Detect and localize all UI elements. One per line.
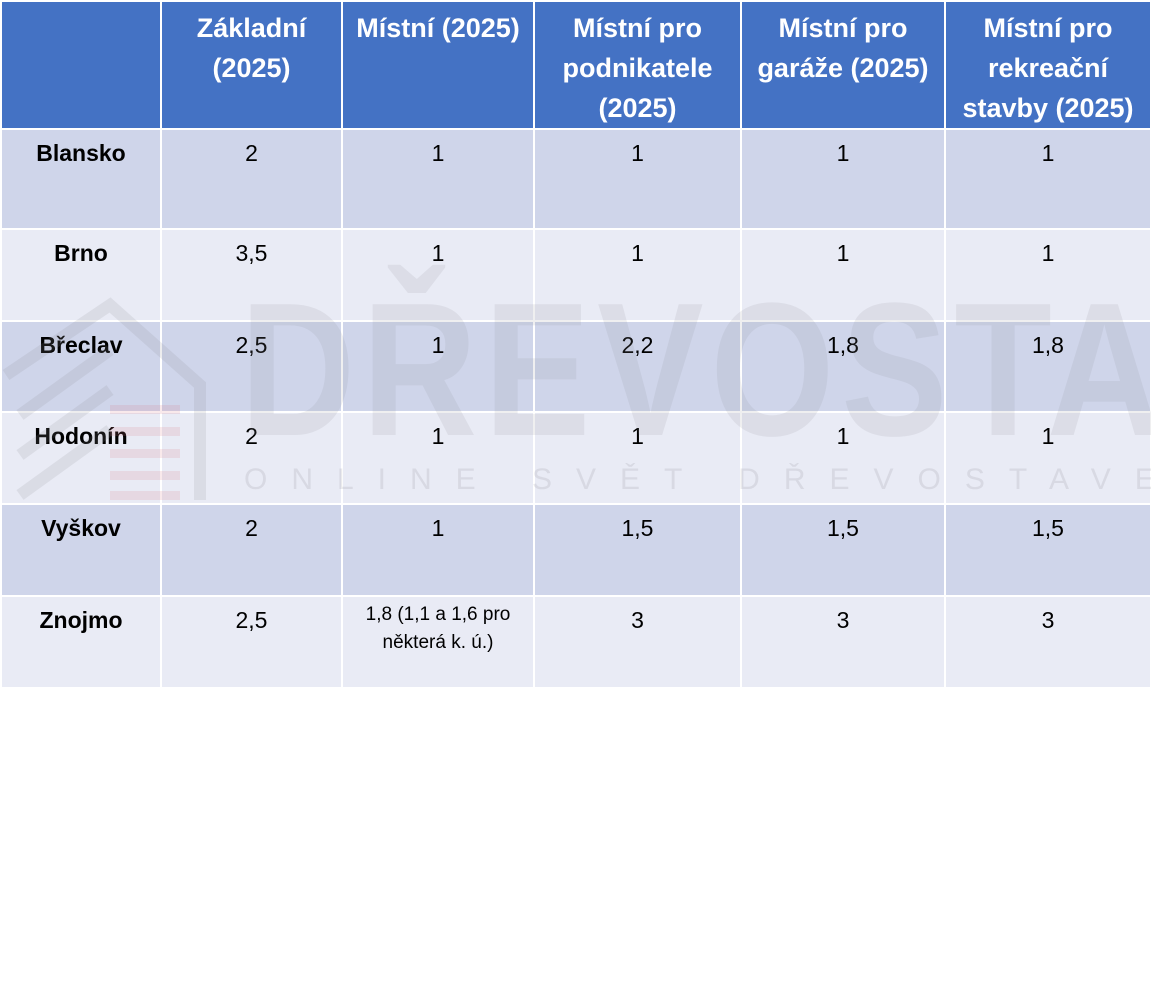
header-cell-podnikatele: Místní pro podnikatele (2025) bbox=[533, 0, 742, 130]
row-header-city: Vyškov bbox=[0, 503, 162, 597]
row-header-city: Hodonín bbox=[0, 411, 162, 505]
table-cell: 1,8 bbox=[740, 320, 946, 413]
header-cell-garaze: Místní pro garáže (2025) bbox=[740, 0, 946, 130]
table-cell: 1 bbox=[740, 411, 946, 505]
table-cell: 1,8 bbox=[944, 320, 1151, 413]
table-row: Znojmo 2,5 1,8 (1,1 a 1,6 pro některá k.… bbox=[0, 595, 1151, 689]
table-cell: 2,5 bbox=[160, 320, 343, 413]
table-cell: 2,5 bbox=[160, 595, 343, 689]
table-cell: 3 bbox=[740, 595, 946, 689]
table-cell: 1 bbox=[533, 228, 742, 322]
coefficient-table: Základní (2025) Místní (2025) Místní pro… bbox=[0, 0, 1151, 689]
table-cell: 3 bbox=[533, 595, 742, 689]
table-cell: 1 bbox=[533, 411, 742, 505]
header-cell-zakladni: Základní (2025) bbox=[160, 0, 343, 130]
header-cell-empty bbox=[0, 0, 162, 130]
table-cell: 1 bbox=[944, 411, 1151, 505]
table-cell: 1 bbox=[341, 320, 535, 413]
table-row: Vyškov 2 1 1,5 1,5 1,5 bbox=[0, 503, 1151, 597]
table-cell: 2,2 bbox=[533, 320, 742, 413]
table-cell: 2 bbox=[160, 128, 343, 230]
header-cell-mistni: Místní (2025) bbox=[341, 0, 535, 130]
table-row: Blansko 2 1 1 1 1 bbox=[0, 128, 1151, 230]
table-cell: 1,5 bbox=[533, 503, 742, 597]
table-cell: 1 bbox=[533, 128, 742, 230]
table-cell: 1 bbox=[341, 128, 535, 230]
table-cell: 2 bbox=[160, 411, 343, 505]
row-header-city: Blansko bbox=[0, 128, 162, 230]
table-cell: 1 bbox=[944, 228, 1151, 322]
table-cell: 1 bbox=[341, 503, 535, 597]
table-cell: 1 bbox=[740, 128, 946, 230]
header-row: Základní (2025) Místní (2025) Místní pro… bbox=[0, 0, 1151, 130]
table-cell: 2 bbox=[160, 503, 343, 597]
header-cell-rekreacni: Místní pro rekreační stavby (2025) bbox=[944, 0, 1151, 130]
table-cell: 1 bbox=[944, 128, 1151, 230]
table-container: Základní (2025) Místní (2025) Místní pro… bbox=[0, 0, 1151, 689]
row-header-city: Břeclav bbox=[0, 320, 162, 413]
table-cell: 1 bbox=[341, 411, 535, 505]
table-cell: 3 bbox=[944, 595, 1151, 689]
table-cell: 1,5 bbox=[944, 503, 1151, 597]
table-cell: 3,5 bbox=[160, 228, 343, 322]
table-row: Brno 3,5 1 1 1 1 bbox=[0, 228, 1151, 322]
table-cell: 1 bbox=[341, 228, 535, 322]
table-row: Hodonín 2 1 1 1 1 bbox=[0, 411, 1151, 505]
row-header-city: Brno bbox=[0, 228, 162, 322]
table-cell: 1,8 (1,1 a 1,6 pro některá k. ú.) bbox=[341, 595, 535, 689]
row-header-city: Znojmo bbox=[0, 595, 162, 689]
table-cell: 1 bbox=[740, 228, 946, 322]
table-row: Břeclav 2,5 1 2,2 1,8 1,8 bbox=[0, 320, 1151, 413]
table-cell: 1,5 bbox=[740, 503, 946, 597]
